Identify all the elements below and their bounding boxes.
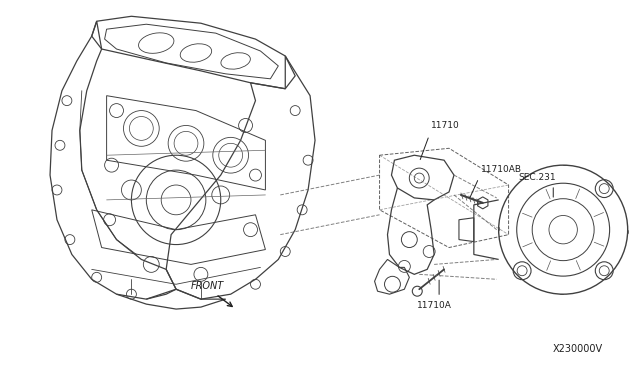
Text: 11710AB: 11710AB: [481, 165, 522, 174]
Text: SEC.231: SEC.231: [518, 173, 556, 182]
Text: 11710A: 11710A: [417, 301, 452, 310]
Text: X230000V: X230000V: [553, 344, 603, 354]
Text: FRONT: FRONT: [191, 281, 224, 291]
Text: 11710: 11710: [431, 121, 460, 131]
